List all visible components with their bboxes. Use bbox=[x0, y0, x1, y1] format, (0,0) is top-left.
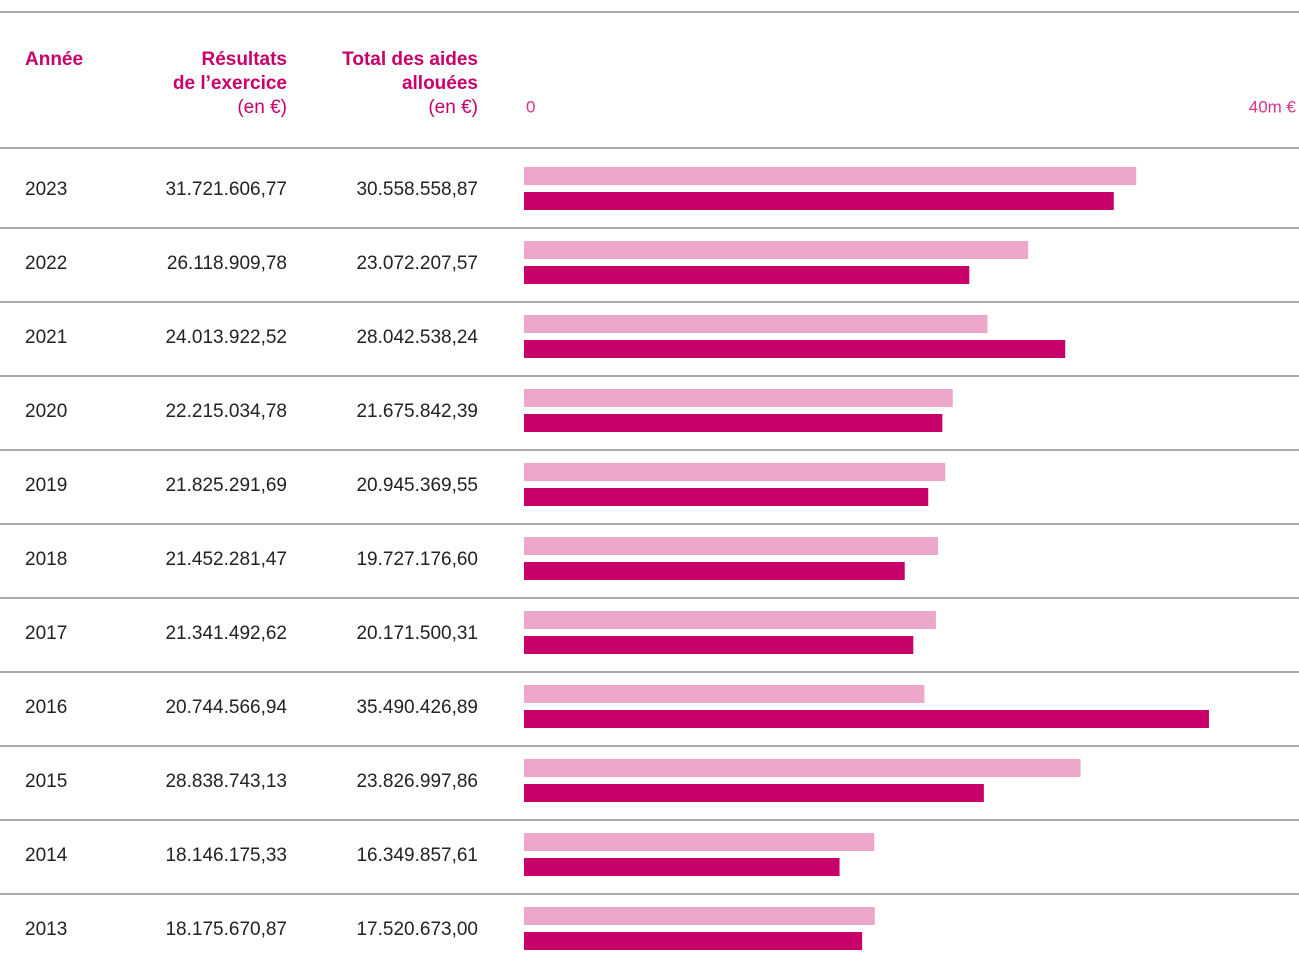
bar bbox=[524, 315, 988, 333]
bar bbox=[524, 710, 1209, 728]
cell: 2020 bbox=[25, 401, 67, 422]
column-header: Année bbox=[25, 49, 83, 70]
cell: 2016 bbox=[25, 697, 67, 718]
column-header: allouées bbox=[402, 73, 478, 94]
cell: 20.744.566,94 bbox=[165, 697, 287, 718]
bar bbox=[524, 907, 875, 925]
cell: 31.721.606,77 bbox=[165, 179, 287, 200]
cell: 20.945.369,55 bbox=[356, 475, 478, 496]
cell: 28.042.538,24 bbox=[356, 327, 478, 348]
cell: 16.349.857,61 bbox=[356, 845, 478, 866]
bar bbox=[524, 759, 1081, 777]
bar bbox=[524, 488, 929, 506]
bar bbox=[524, 537, 939, 555]
cell: 30.558.558,87 bbox=[356, 179, 478, 200]
bar bbox=[524, 833, 875, 851]
cell: 35.490.426,89 bbox=[356, 697, 478, 718]
x-tick-label: 0 bbox=[526, 97, 535, 116]
cell: 2015 bbox=[25, 771, 67, 792]
cell: 21.341.492,62 bbox=[165, 623, 287, 644]
bar bbox=[524, 463, 946, 481]
bar bbox=[524, 562, 905, 580]
bar bbox=[524, 414, 943, 432]
cell: 18.175.670,87 bbox=[165, 919, 287, 940]
cell: 2019 bbox=[25, 475, 67, 496]
bar bbox=[524, 241, 1029, 259]
bar bbox=[524, 858, 840, 876]
cell: 2021 bbox=[25, 327, 67, 348]
cell: 2014 bbox=[25, 845, 68, 866]
cell: 20.171.500,31 bbox=[356, 623, 478, 644]
cell: 22.215.034,78 bbox=[165, 401, 287, 422]
bar bbox=[524, 266, 970, 284]
column-header: Total des aides bbox=[342, 49, 478, 70]
bar bbox=[524, 192, 1114, 210]
cell: 19.727.176,60 bbox=[356, 549, 478, 570]
cell: 18.146.175,33 bbox=[165, 845, 287, 866]
bar bbox=[524, 685, 925, 703]
cell: 2013 bbox=[25, 919, 67, 940]
cell: 2018 bbox=[25, 549, 67, 570]
x-tick-label: 40m € bbox=[1249, 97, 1297, 116]
bar bbox=[524, 611, 936, 629]
cell: 21.825.291,69 bbox=[165, 475, 287, 496]
bar bbox=[524, 167, 1137, 185]
bar bbox=[524, 636, 914, 654]
bar bbox=[524, 932, 863, 950]
column-header: de l’exercice bbox=[173, 73, 287, 94]
cell: 26.118.909,78 bbox=[167, 253, 287, 274]
cell: 2017 bbox=[25, 623, 67, 644]
column-header: (en €) bbox=[428, 97, 478, 118]
cell: 23.826.997,86 bbox=[356, 771, 478, 792]
bar bbox=[524, 340, 1066, 358]
column-header: (en €) bbox=[237, 97, 287, 118]
cell: 2023 bbox=[25, 179, 67, 200]
cell: 28.838.743,13 bbox=[165, 771, 287, 792]
cell: 24.013.922,52 bbox=[165, 327, 287, 348]
cell: 17.520.673,00 bbox=[356, 919, 478, 940]
column-header: Résultats bbox=[201, 49, 287, 70]
cell: 2022 bbox=[25, 253, 67, 274]
cell: 21.675.842,39 bbox=[356, 401, 478, 422]
cell: 23.072.207,57 bbox=[356, 253, 478, 274]
bar bbox=[524, 389, 953, 407]
cell: 21.452.281,47 bbox=[165, 549, 287, 570]
bar bbox=[524, 784, 984, 802]
